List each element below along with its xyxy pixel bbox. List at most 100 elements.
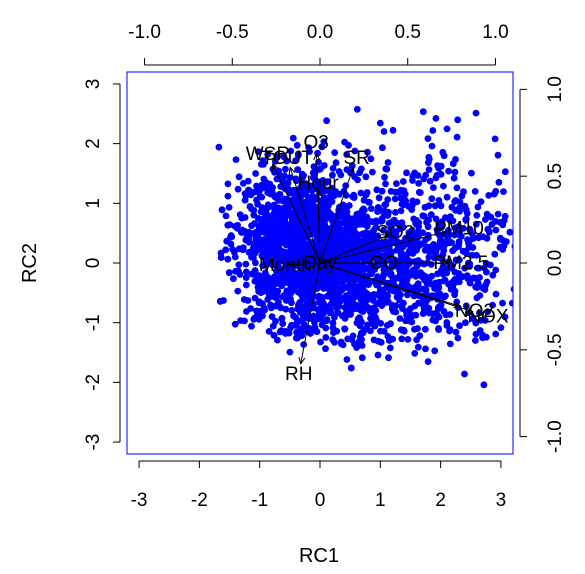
score-point: [508, 299, 513, 307]
score-point: [262, 208, 270, 215]
loading-arrowhead-co: [371, 259, 380, 267]
score-point: [431, 254, 438, 262]
score-point: [492, 218, 499, 225]
score-point: [257, 220, 265, 228]
score-point: [293, 141, 301, 149]
score-point: [236, 211, 244, 219]
score-point: [310, 163, 318, 171]
score-point: [232, 156, 240, 164]
score-point: [422, 325, 429, 333]
score-point: [222, 246, 230, 254]
score-point: [266, 233, 273, 241]
score-point: [357, 220, 364, 228]
score-point: [282, 305, 290, 313]
score-point: [303, 243, 311, 250]
score-point: [343, 166, 351, 174]
score-point: [382, 253, 390, 260]
score-point: [451, 291, 458, 299]
score-point: [358, 165, 365, 173]
score-point: [315, 292, 323, 300]
score-point: [322, 324, 330, 332]
score-point: [417, 270, 425, 278]
loading-arrowhead-tout: [288, 166, 296, 175]
score-point: [379, 144, 386, 152]
score-point: [244, 177, 252, 185]
score-point: [422, 171, 430, 179]
score-point: [436, 201, 444, 209]
score-point: [292, 219, 299, 227]
score-point: [385, 208, 392, 216]
score-point: [272, 157, 279, 165]
score-point: [397, 207, 405, 215]
score-point: [232, 267, 240, 275]
score-point: [343, 151, 351, 158]
score-point: [291, 271, 299, 279]
score-point: [380, 128, 388, 135]
score-point: [372, 218, 380, 226]
score-point: [391, 195, 399, 203]
loading-label-no2: NO2: [455, 301, 494, 322]
score-point: [242, 236, 250, 244]
score-point: [215, 143, 223, 151]
score-point: [331, 149, 339, 157]
score-point: [499, 299, 506, 307]
score-point: [377, 285, 384, 293]
score-point: [251, 294, 259, 302]
loading-arrowhead-o3: [313, 152, 321, 161]
score-point: [382, 180, 389, 188]
loading-arrow-sr: [319, 167, 354, 264]
score-point: [341, 238, 349, 246]
top-tick-label: 1.0: [482, 22, 508, 43]
score-point: [267, 301, 275, 309]
score-point: [416, 332, 424, 340]
score-point: [230, 275, 237, 283]
score-point: [382, 165, 390, 173]
score-point: [261, 269, 269, 277]
score-point: [455, 205, 462, 213]
score-point: [337, 245, 344, 253]
score-point: [274, 287, 282, 295]
score-point: [324, 292, 331, 300]
top-tick-label: -0.5: [216, 22, 249, 43]
loading-arrow-hour: [317, 190, 321, 264]
score-point: [475, 264, 483, 272]
score-point: [443, 322, 451, 329]
score-point: [359, 206, 366, 214]
score-point: [465, 244, 473, 251]
score-point: [318, 143, 326, 151]
score-point: [298, 170, 306, 178]
score-point: [231, 223, 239, 230]
score-point: [425, 166, 433, 174]
score-point: [290, 186, 297, 194]
score-point: [435, 326, 442, 333]
score-point: [351, 147, 359, 155]
score-point: [350, 194, 358, 202]
score-point: [322, 334, 330, 341]
score-point: [333, 327, 341, 335]
score-point: [318, 198, 325, 206]
score-point: [425, 304, 433, 312]
score-point: [313, 328, 321, 336]
score-point: [338, 279, 345, 286]
score-point: [388, 262, 396, 270]
score-point: [344, 292, 351, 300]
x-axis-title: RC1: [299, 545, 339, 567]
score-point: [389, 126, 397, 134]
score-point: [367, 205, 375, 213]
score-point: [422, 345, 429, 353]
bottom-axis: -3 -2 -1 0 1 2 3: [131, 460, 506, 511]
score-point: [407, 311, 415, 319]
top-tick-label: -1.0: [128, 22, 161, 43]
score-point: [370, 252, 377, 260]
score-point: [316, 165, 323, 173]
score-point: [373, 186, 381, 194]
score-point: [397, 194, 405, 202]
score-point: [454, 116, 462, 124]
loading-arrowhead-pm10: [439, 229, 448, 237]
score-point: [424, 358, 432, 365]
score-point: [355, 215, 363, 223]
score-point: [461, 202, 469, 210]
score-point: [314, 178, 322, 186]
left-tick-label: 1: [83, 198, 104, 209]
score-point: [496, 243, 504, 251]
